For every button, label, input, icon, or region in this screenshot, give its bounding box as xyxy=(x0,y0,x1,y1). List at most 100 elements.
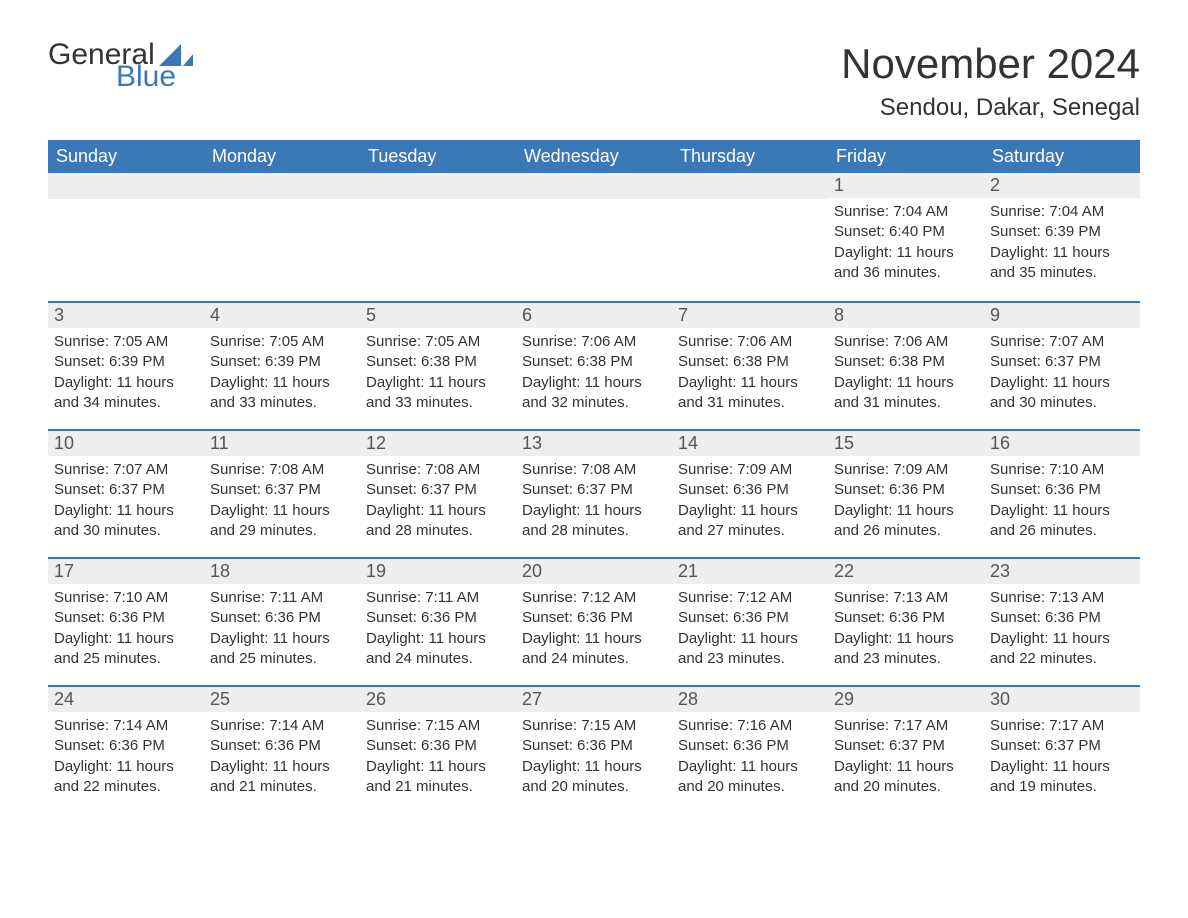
daylight-line: Daylight: 11 hours and 28 minutes. xyxy=(522,501,666,542)
day-number-bar: 7 xyxy=(672,301,828,328)
calendar-day-cell: 30Sunrise: 7:17 AMSunset: 6:37 PMDayligh… xyxy=(984,685,1140,813)
day-number-bar: 18 xyxy=(204,557,360,584)
calendar-day-cell xyxy=(360,173,516,301)
header: General Blue November 2024 Sendou, Dakar… xyxy=(48,40,1140,122)
daylight-line: Daylight: 11 hours and 28 minutes. xyxy=(366,501,510,542)
sunrise-line: Sunrise: 7:06 AM xyxy=(834,332,978,352)
weekday-header: Thursday xyxy=(672,140,828,173)
day-number: 10 xyxy=(54,433,74,453)
sunset-line: Sunset: 6:36 PM xyxy=(678,480,822,500)
weekday-header: Monday xyxy=(204,140,360,173)
day-body: Sunrise: 7:06 AMSunset: 6:38 PMDaylight:… xyxy=(828,328,984,421)
calendar-day-cell: 16Sunrise: 7:10 AMSunset: 6:36 PMDayligh… xyxy=(984,429,1140,557)
day-number-bar-empty xyxy=(516,173,672,199)
daylight-line: Daylight: 11 hours and 30 minutes. xyxy=(54,501,198,542)
day-number-bar: 4 xyxy=(204,301,360,328)
sunrise-line: Sunrise: 7:06 AM xyxy=(678,332,822,352)
day-number: 22 xyxy=(834,561,854,581)
calendar-day-cell: 19Sunrise: 7:11 AMSunset: 6:36 PMDayligh… xyxy=(360,557,516,685)
day-body: Sunrise: 7:08 AMSunset: 6:37 PMDaylight:… xyxy=(360,456,516,549)
weekday-header: Saturday xyxy=(984,140,1140,173)
sunrise-line: Sunrise: 7:04 AM xyxy=(990,202,1134,222)
calendar-week-row: 17Sunrise: 7:10 AMSunset: 6:36 PMDayligh… xyxy=(48,557,1140,685)
sunrise-line: Sunrise: 7:15 AM xyxy=(366,716,510,736)
calendar-day-cell: 29 Sunrise: 7:17 AMSunset: 6:37 PMDayligh… xyxy=(828,685,984,813)
calendar-day-cell: 3Sunrise: 7:05 AMSunset: 6:39 PMDaylight… xyxy=(48,301,204,429)
day-number: 26 xyxy=(366,689,386,709)
day-number-bar: 20 xyxy=(516,557,672,584)
daylight-line: Daylight: 11 hours and 20 minutes. xyxy=(678,757,822,798)
sunset-line: Sunset: 6:36 PM xyxy=(678,608,822,628)
calendar-day-cell: 21Sunrise: 7:12 AMSunset: 6:36 PMDayligh… xyxy=(672,557,828,685)
sunrise-line: Sunrise: 7:16 AM xyxy=(678,716,822,736)
day-body: Sunrise: 7:17 AMSunset: 6:37 PMDaylight:… xyxy=(828,712,984,805)
daylight-line: Daylight: 11 hours and 34 minutes. xyxy=(54,373,198,414)
day-number: 19 xyxy=(366,561,386,581)
daylight-line: Daylight: 11 hours and 24 minutes. xyxy=(366,629,510,670)
sunset-line: Sunset: 6:36 PM xyxy=(366,736,510,756)
day-number: 28 xyxy=(678,689,698,709)
sunset-line: Sunset: 6:36 PM xyxy=(834,608,978,628)
sunset-line: Sunset: 6:38 PM xyxy=(366,352,510,372)
sunset-line: Sunset: 6:37 PM xyxy=(522,480,666,500)
day-number-bar: 10 xyxy=(48,429,204,456)
calendar-week-row: 3 Sunrise: 7:05 AMSunset: 6:39 PMDaylight… xyxy=(48,301,1140,429)
day-body: Sunrise: 7:14 AMSunset: 6:36 PMDaylight:… xyxy=(204,712,360,805)
sunrise-line: Sunrise: 7:04 AM xyxy=(834,202,978,222)
daylight-line: Daylight: 11 hours and 22 minutes. xyxy=(990,629,1134,670)
calendar-day-cell: 24Sunrise: 7:14 AMSunset: 6:36 PMDayligh… xyxy=(48,685,204,813)
day-number-bar: 14 xyxy=(672,429,828,456)
sunrise-line: Sunrise: 7:14 AM xyxy=(54,716,198,736)
logo-text-blue: Blue xyxy=(116,62,193,92)
day-body: Sunrise: 7:13 AMSunset: 6:36 PMDaylight:… xyxy=(828,584,984,677)
day-body: Sunrise: 7:17 AMSunset: 6:37 PMDaylight:… xyxy=(984,712,1140,805)
sunrise-line: Sunrise: 7:13 AM xyxy=(990,588,1134,608)
calendar-day-cell: 4 Sunrise: 7:05 AMSunset: 6:39 PMDaylight… xyxy=(204,301,360,429)
sunrise-line: Sunrise: 7:07 AM xyxy=(54,460,198,480)
day-number: 3 xyxy=(54,305,64,325)
daylight-line: Daylight: 11 hours and 20 minutes. xyxy=(834,757,978,798)
day-body: Sunrise: 7:14 AMSunset: 6:36 PMDaylight:… xyxy=(48,712,204,805)
day-number: 29 xyxy=(834,689,854,709)
sunrise-line: Sunrise: 7:06 AM xyxy=(522,332,666,352)
day-number-bar: 11 xyxy=(204,429,360,456)
calendar-day-cell: 10Sunrise: 7:07 AMSunset: 6:37 PMDayligh… xyxy=(48,429,204,557)
day-number-bar: 26 xyxy=(360,685,516,712)
sunset-line: Sunset: 6:37 PM xyxy=(834,736,978,756)
calendar-day-cell: 20Sunrise: 7:12 AMSunset: 6:36 PMDayligh… xyxy=(516,557,672,685)
weekday-header-row: Sunday Monday Tuesday Wednesday Thursday… xyxy=(48,140,1140,173)
day-number-bar-empty xyxy=(360,173,516,199)
calendar-day-cell: 5Sunrise: 7:05 AMSunset: 6:38 PMDaylight… xyxy=(360,301,516,429)
sunrise-line: Sunrise: 7:14 AM xyxy=(210,716,354,736)
sunrise-line: Sunrise: 7:08 AM xyxy=(366,460,510,480)
day-number-bar-empty xyxy=(204,173,360,199)
calendar-day-cell: 7Sunrise: 7:06 AMSunset: 6:38 PMDaylight… xyxy=(672,301,828,429)
daylight-line: Daylight: 11 hours and 21 minutes. xyxy=(210,757,354,798)
day-number: 18 xyxy=(210,561,230,581)
sunrise-line: Sunrise: 7:12 AM xyxy=(522,588,666,608)
calendar-day-cell xyxy=(516,173,672,301)
day-number-bar: 19 xyxy=(360,557,516,584)
sunrise-line: Sunrise: 7:11 AM xyxy=(366,588,510,608)
location-text: Sendou, Dakar, Senegal xyxy=(841,94,1140,122)
day-number-bar-empty xyxy=(48,173,204,199)
day-body: Sunrise: 7:09 AMSunset: 6:36 PMDaylight:… xyxy=(672,456,828,549)
day-number: 15 xyxy=(834,433,854,453)
day-number-bar: 23 xyxy=(984,557,1140,584)
calendar-day-cell: 1Sunrise: 7:04 AMSunset: 6:40 PMDaylight… xyxy=(828,173,984,301)
day-number: 6 xyxy=(522,305,532,325)
daylight-line: Daylight: 11 hours and 36 minutes. xyxy=(834,243,978,284)
weekday-header: Wednesday xyxy=(516,140,672,173)
day-body: Sunrise: 7:06 AMSunset: 6:38 PMDaylight:… xyxy=(516,328,672,421)
day-body: Sunrise: 7:08 AMSunset: 6:37 PMDaylight:… xyxy=(204,456,360,549)
day-number: 8 xyxy=(834,305,844,325)
day-body: Sunrise: 7:04 AMSunset: 6:39 PMDaylight:… xyxy=(984,198,1140,291)
day-body: Sunrise: 7:12 AMSunset: 6:36 PMDaylight:… xyxy=(516,584,672,677)
day-body: Sunrise: 7:05 AMSunset: 6:39 PMDaylight:… xyxy=(204,328,360,421)
sunrise-line: Sunrise: 7:10 AM xyxy=(990,460,1134,480)
daylight-line: Daylight: 11 hours and 31 minutes. xyxy=(834,373,978,414)
calendar-day-cell: 6 Sunrise: 7:06 AMSunset: 6:38 PMDaylight… xyxy=(516,301,672,429)
calendar-week-row: 10Sunrise: 7:07 AMSunset: 6:37 PMDayligh… xyxy=(48,429,1140,557)
day-number: 4 xyxy=(210,305,220,325)
sunset-line: Sunset: 6:36 PM xyxy=(210,736,354,756)
